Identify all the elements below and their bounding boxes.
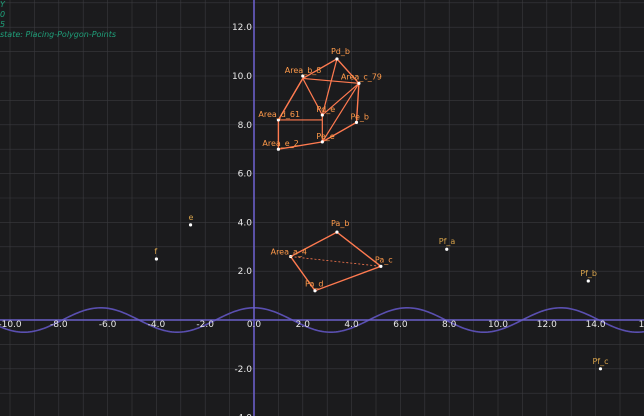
y-tick-label: -2.0 [234, 365, 252, 375]
point-label: Area_c_79 [341, 72, 382, 81]
poly-upper-edge[interactable] [321, 82, 360, 116]
point-Pf_c[interactable] [598, 367, 603, 371]
point-Area_c[interactable] [357, 81, 361, 85]
point-Pe_e[interactable] [320, 140, 324, 144]
point-Area_b[interactable] [301, 74, 305, 78]
status-line-2: 0 [0, 10, 6, 19]
x-tick-label: -10.0 [0, 320, 22, 330]
point-Pe_b[interactable] [354, 120, 359, 124]
point-label: Pf_b [580, 269, 597, 278]
point-e[interactable] [188, 223, 193, 227]
status-line-3: 5 [0, 20, 6, 29]
point-Pd_e[interactable] [320, 113, 324, 117]
status-readout: Y 0 5 state: Placing-Polygon-Points [0, 0, 116, 40]
x-tick-label: 2.0 [296, 320, 311, 330]
point-label: Pf_a [439, 237, 456, 246]
point-label: Area_d_61 [258, 110, 300, 119]
point-label: Pe_b [350, 112, 369, 121]
x-tick-label: -4.0 [148, 320, 166, 330]
point-label: Pe_e [316, 132, 334, 141]
y-tick-label: 10.0 [232, 72, 252, 82]
point-label: Area_a_4 [271, 248, 307, 257]
x-tick-label: 14.0 [586, 320, 606, 330]
y-tick-label: -4.0 [234, 414, 252, 416]
x-tick-label: 6.0 [393, 320, 408, 330]
point-label: Pf_c [592, 357, 608, 366]
status-line-1: Y [0, 0, 5, 9]
x-tick-label: 0.0 [247, 320, 262, 330]
point-Pd_b[interactable] [335, 57, 339, 61]
poly-upper-edge[interactable] [302, 78, 323, 116]
x-tick-label: 16 [639, 320, 644, 330]
x-tick-label: 10.0 [488, 320, 508, 330]
point-label: Area_e_2 [262, 139, 298, 148]
x-tick-label: -6.0 [99, 320, 117, 330]
point-Pa_c[interactable] [379, 264, 383, 268]
sine-curve [0, 306, 644, 334]
status-line-4: state: Placing-Polygon-Points [0, 30, 117, 39]
y-tick-label: 2.0 [238, 267, 253, 277]
x-tick-label: 8.0 [442, 320, 457, 330]
y-tick-label: 6.0 [238, 170, 253, 180]
point-Area_a[interactable] [289, 254, 293, 259]
point-Area_e[interactable] [276, 147, 280, 151]
poly-upper-edge[interactable] [277, 78, 304, 121]
y-tick-label: 12.0 [232, 23, 252, 33]
point-label: e [189, 213, 194, 222]
point-Pf_a[interactable] [445, 247, 449, 251]
x-tick-label: 12.0 [537, 320, 557, 330]
point-label: Pa_c [375, 255, 393, 264]
y-tick-label: 8.0 [238, 121, 253, 131]
point-Pf_b[interactable] [586, 279, 590, 283]
y-tick-label: 4.0 [238, 218, 253, 228]
x-tick-label: 4.0 [344, 320, 359, 330]
point-Pa_d[interactable] [313, 289, 317, 293]
point-label: f [154, 247, 157, 256]
point-label: Pa_b [331, 219, 349, 228]
x-tick-label: -2.0 [196, 320, 214, 330]
x-tick-label: -8.0 [50, 320, 68, 330]
point-label: Area_b_8 [285, 66, 322, 75]
point-label: Pa_d [305, 280, 323, 289]
poly-upper-outline[interactable] [277, 58, 360, 151]
poly-upper-edge[interactable] [321, 58, 338, 116]
point-f[interactable] [154, 257, 158, 261]
point-label: Pd_b [331, 47, 350, 56]
point-Pa_b[interactable] [335, 230, 339, 234]
point-label: Pd_e [316, 105, 335, 114]
poly-upper-edge[interactable] [321, 83, 360, 143]
poly-a-diagonal [290, 256, 381, 267]
point-Area_d[interactable] [276, 118, 280, 122]
